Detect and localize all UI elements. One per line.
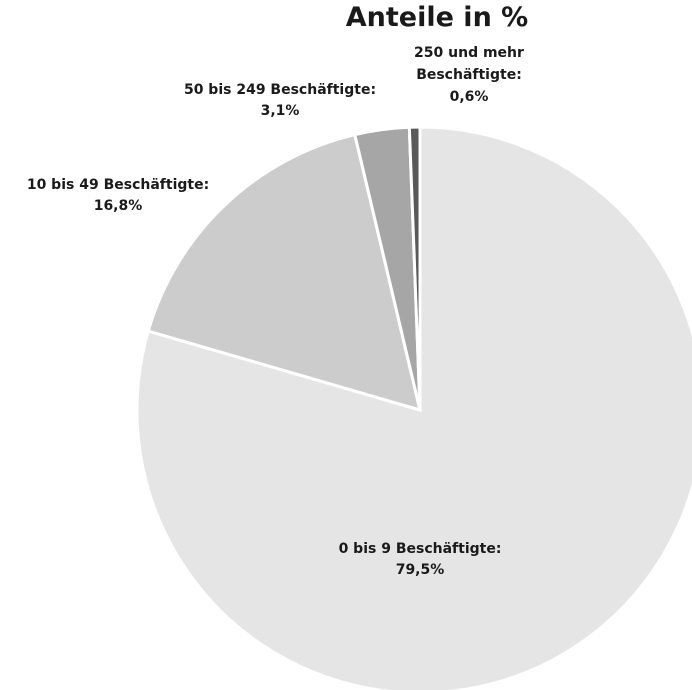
pie-slice-250-plus bbox=[407, 125, 422, 411]
slice-label-10-49: 10 bis 49 Beschäftigte: bbox=[27, 177, 209, 193]
slice-label-0-9: 0 bis 9 Beschäftigte: bbox=[339, 541, 502, 557]
slice-label-250-line2: Beschäftigte: bbox=[416, 67, 522, 83]
chart-title: Anteile in % bbox=[346, 2, 529, 33]
slice-value-0-9: 79,5% bbox=[396, 562, 445, 578]
slice-label-50-249: 50 bis 249 Beschäftigte: bbox=[184, 82, 376, 98]
pie-slices bbox=[135, 125, 692, 690]
slice-value-50-249: 3,1% bbox=[261, 103, 300, 119]
slice-value-10-49: 16,8% bbox=[94, 198, 143, 214]
pie-slice-10-49 bbox=[146, 132, 423, 413]
slice-value-250: 0,6% bbox=[450, 89, 489, 105]
slice-label-250-line1: 250 und mehr bbox=[414, 45, 524, 61]
